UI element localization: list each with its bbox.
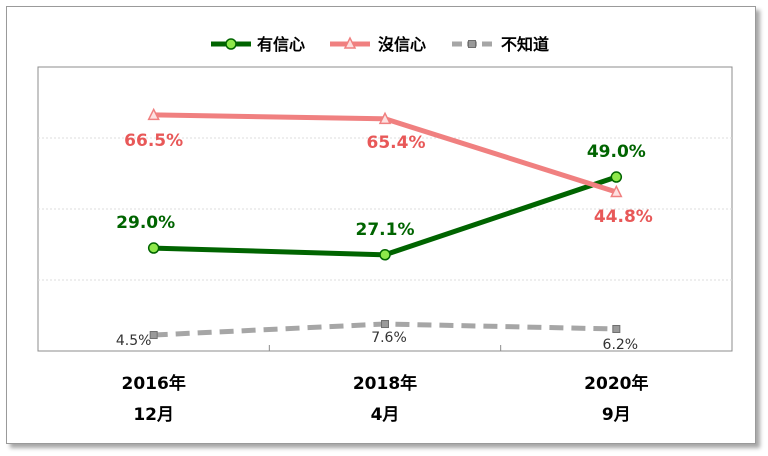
data-label: 44.8% [594,207,653,227]
x-axis: 2016年 12月 2018年 4月 2020年 9月 [122,345,648,425]
data-label: 49.0% [587,142,646,162]
data-label: 6.2% [603,337,639,353]
marker-point [149,331,158,340]
legend-marker [225,38,237,50]
legend-label: 有信心 [257,35,305,54]
legend-label: 不知道 [501,35,549,54]
data-label: 29.0% [116,213,175,233]
x-tick-label: 2016年 [122,373,186,394]
chart-frame: 有信心 沒信心 不知道 29.0% 27.1% 49.0% 66.5% 65.4% 44.8%… [6,6,756,444]
marker-point [379,249,391,261]
x-tick-label: 2018年 [353,373,417,394]
markers [147,107,623,340]
marker-point [147,107,160,121]
x-tick-label: 2020年 [584,373,648,394]
x-tick-label: 12月 [133,405,174,425]
legend-marker [343,36,357,49]
legend-marker [468,40,476,48]
data-label: 7.6% [371,330,407,346]
data-label: 66.5% [124,131,183,151]
marker-point [147,242,160,254]
x-tick-label: 4月 [371,405,400,425]
marker-point [381,320,389,329]
marker-point [610,184,623,198]
data-labels: 29.0% 27.1% 49.0% 66.5% 65.4% 44.8% 4.5% 7.6% 6.… [116,131,653,353]
marker-point [610,171,623,183]
line-chart: 有信心 沒信心 不知道 29.0% 27.1% 49.0% 66.5% 65.4% 44.8%… [37,35,733,425]
legend-label: 沒信心 [378,35,426,54]
marker-point [378,111,392,125]
legend: 有信心 沒信心 不知道 [211,35,549,54]
x-tick-label: 9月 [602,405,631,425]
data-label: 65.4% [367,133,426,153]
data-label: 4.5% [116,333,152,349]
data-label: 27.1% [356,220,415,240]
marker-point [612,324,621,333]
